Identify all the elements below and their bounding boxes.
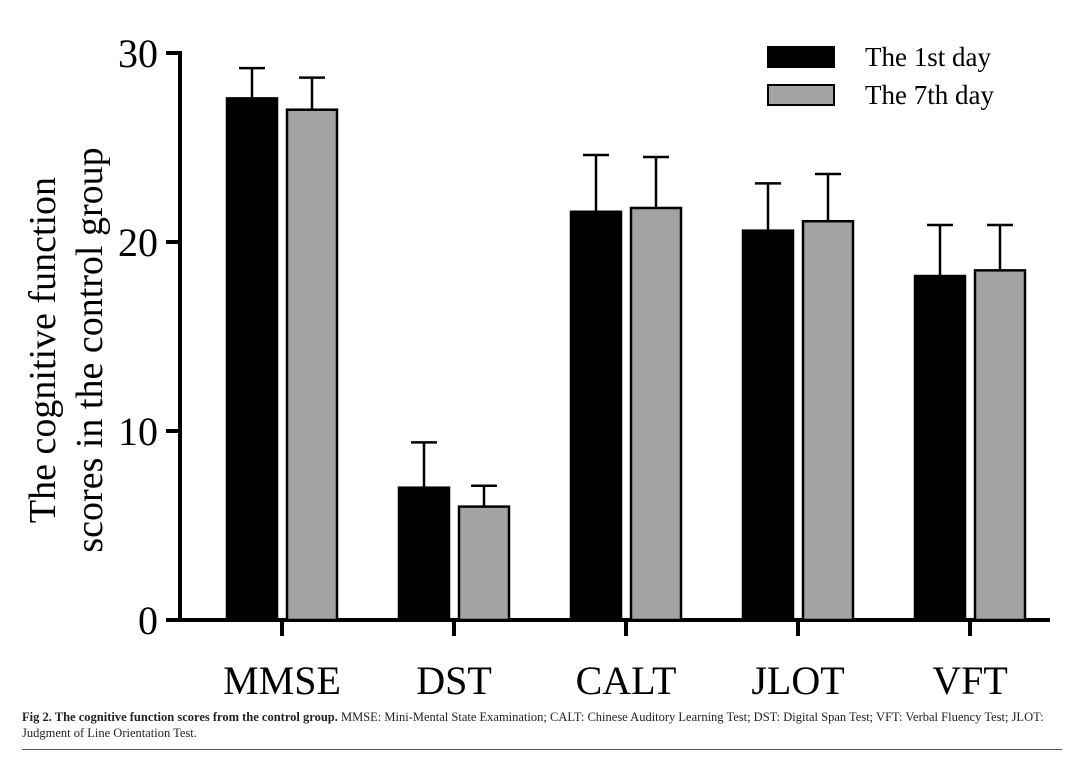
- legend-label: The 1st day: [865, 42, 991, 72]
- y-tick-label: 0: [138, 598, 158, 643]
- x-tick-label: MMSE: [223, 658, 341, 703]
- caption-rule: [22, 749, 1062, 750]
- bar: [285, 108, 339, 622]
- caption-title: Fig 2. The cognitive function scores fro…: [22, 710, 338, 724]
- bar: [225, 97, 279, 622]
- x-tick-label: JLOT: [751, 658, 844, 703]
- y-axis-label: scores in the control group: [69, 147, 111, 552]
- y-axis-label: The cognitive function: [22, 177, 64, 523]
- caption-text: MMSE: Mini-Mental State Examination; CAL…: [22, 710, 1044, 740]
- chart: The cognitive function scores in the con…: [22, 31, 1050, 703]
- y-tick-label: 20: [118, 220, 158, 265]
- legend-swatch: [767, 84, 835, 106]
- x-tick-label: CALT: [576, 658, 677, 703]
- bar: [801, 219, 855, 622]
- legend-label: The 7th day: [865, 80, 994, 110]
- x-tick-label: DST: [416, 658, 492, 703]
- legend-swatch: [767, 46, 835, 68]
- bar: [741, 229, 795, 622]
- bar: [397, 486, 451, 622]
- bar: [913, 274, 967, 622]
- caption: Fig 2. The cognitive function scores fro…: [22, 709, 1062, 741]
- bar: [569, 210, 623, 622]
- bar: [457, 505, 511, 622]
- y-tick-label: 10: [118, 409, 158, 454]
- y-tick-label: 30: [118, 31, 158, 76]
- x-tick-label: VFT: [932, 658, 1008, 703]
- bar: [973, 269, 1027, 622]
- bar: [629, 206, 683, 622]
